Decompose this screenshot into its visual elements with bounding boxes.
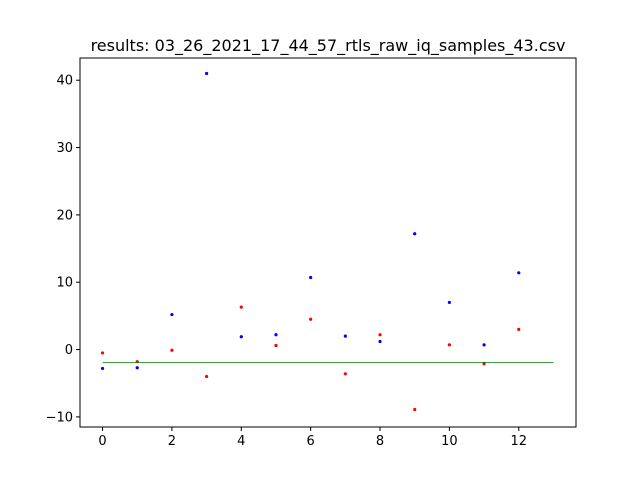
x-tick-label: 10 xyxy=(441,434,458,449)
series-0-point xyxy=(343,334,347,338)
x-tick-label: 2 xyxy=(168,434,176,449)
series-0-point xyxy=(239,335,243,339)
series-0-point xyxy=(517,271,521,275)
plot-marks xyxy=(100,71,554,412)
series-0-point xyxy=(170,312,174,317)
y-tick-label: 10 xyxy=(56,276,73,291)
y-tick-label: −10 xyxy=(46,410,73,425)
x-tick-label: 0 xyxy=(98,434,106,449)
series-1-point xyxy=(239,305,243,309)
chart-title: results: 03_26_2021_17_44_57_rtls_raw_iq… xyxy=(91,36,566,56)
series-1-point xyxy=(170,348,174,352)
series-1-point xyxy=(482,362,486,366)
y-tick-label: 30 xyxy=(56,141,73,156)
series-1-point xyxy=(413,407,417,412)
series-1-point xyxy=(135,360,139,364)
x-tick-label: 6 xyxy=(307,434,315,449)
series-0-point xyxy=(135,366,139,370)
series-0-point xyxy=(482,343,486,347)
series-0-point xyxy=(100,366,105,371)
y-tick-label: 0 xyxy=(65,343,73,358)
series-0-point xyxy=(309,275,313,280)
series-0-point xyxy=(413,232,417,236)
x-axis: 0 2 4 6 8 10 12 xyxy=(98,427,527,449)
y-tick-label: 40 xyxy=(56,74,73,89)
series-1-point xyxy=(100,351,105,355)
series-0-point xyxy=(205,71,209,76)
series-1-point xyxy=(309,317,313,321)
series-1-point xyxy=(274,343,278,348)
series-1-point xyxy=(343,372,347,376)
y-tick-label: 20 xyxy=(56,208,73,223)
series-0-point xyxy=(378,339,382,344)
x-tick-label: 12 xyxy=(510,434,527,449)
plot-frame xyxy=(79,57,577,428)
y-axis: −10 0 10 20 30 40 xyxy=(46,74,80,425)
series-1-point xyxy=(378,333,382,337)
series-0-point xyxy=(274,333,278,337)
series-1-point xyxy=(517,327,521,331)
x-tick-label: 4 xyxy=(237,434,245,449)
x-tick-label: 8 xyxy=(376,434,384,449)
series-1-point xyxy=(205,374,209,379)
series-0-point xyxy=(447,300,451,305)
series-1-point xyxy=(447,343,451,347)
